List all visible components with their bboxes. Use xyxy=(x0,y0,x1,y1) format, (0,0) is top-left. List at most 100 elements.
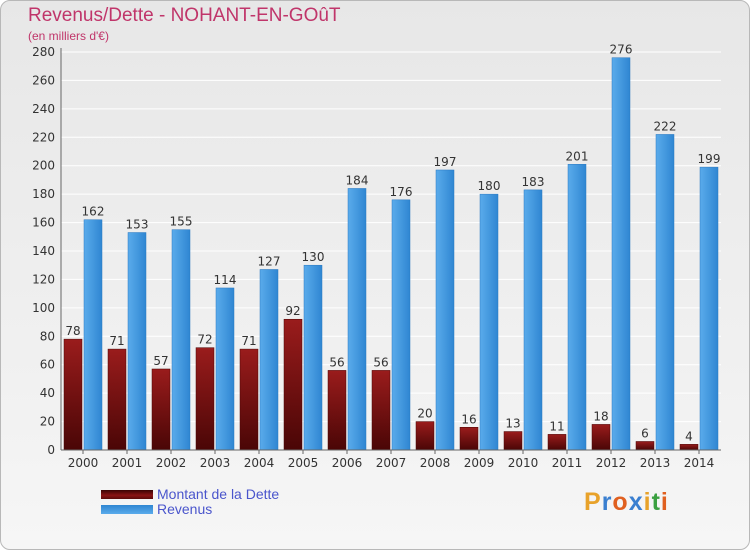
bar-dette-2000 xyxy=(63,338,83,451)
bar-dette-2012 xyxy=(591,424,611,451)
bar-dette-2009 xyxy=(459,427,479,451)
bar-dette-2008 xyxy=(415,421,435,451)
chart-subtitle: (en milliers d'€) xyxy=(28,29,109,43)
data-label-revenus-2006: 184 xyxy=(346,173,369,187)
y-tick-label: 200 xyxy=(32,159,55,173)
x-tick-label: 2014 xyxy=(684,456,715,470)
logo-letter: i xyxy=(660,488,669,516)
data-label-dette-2014: 4 xyxy=(685,429,693,443)
data-label-dette-2010: 13 xyxy=(505,417,520,431)
y-tick-label: 240 xyxy=(32,102,55,116)
y-tick-label: 260 xyxy=(32,73,55,87)
grid-layer xyxy=(61,51,721,451)
data-label-dette-2001: 71 xyxy=(109,334,124,348)
data-label-revenus-2014: 199 xyxy=(698,152,721,166)
data-label-revenus-2004: 127 xyxy=(258,254,281,268)
legend-swatch-dette xyxy=(101,490,153,499)
data-label-dette-2009: 16 xyxy=(461,412,476,426)
bar-revenus-2011 xyxy=(567,164,587,451)
x-tick-label: 2011 xyxy=(552,456,583,470)
x-tick-label: 2009 xyxy=(464,456,495,470)
x-tick-label: 2004 xyxy=(244,456,275,470)
logo-letter: t xyxy=(651,488,661,516)
x-tick-label: 2003 xyxy=(200,456,231,470)
data-label-revenus-2003: 114 xyxy=(214,273,237,287)
legend-swatch-revenus xyxy=(101,505,153,514)
data-label-dette-2002: 57 xyxy=(153,354,168,368)
y-tick-label: 0 xyxy=(47,443,55,457)
data-label-dette-2004: 71 xyxy=(241,334,256,348)
data-label-dette-2008: 20 xyxy=(417,407,432,421)
axis-layer: 0204060801001201401601802002202402602802… xyxy=(32,45,721,470)
bar-revenus-2003 xyxy=(215,287,235,451)
data-label-dette-2011: 11 xyxy=(549,419,564,433)
data-label-revenus-2009: 180 xyxy=(478,179,501,193)
x-tick-label: 2008 xyxy=(420,456,451,470)
logo-letter: r xyxy=(601,488,613,516)
bar-dette-2011 xyxy=(547,434,567,451)
bar-revenus-2008 xyxy=(435,169,455,451)
y-tick-label: 40 xyxy=(40,386,55,400)
logo-letter: x xyxy=(628,488,644,516)
data-label-revenus-2005: 130 xyxy=(302,250,325,264)
bar-dette-2001 xyxy=(107,348,127,451)
y-tick-label: 280 xyxy=(32,45,55,59)
data-label-revenus-2001: 153 xyxy=(126,218,149,232)
chart-title: Revenus/Dette - NOHANT-EN-GOûT xyxy=(28,5,341,26)
data-label-dette-2006: 56 xyxy=(329,355,344,369)
x-tick-label: 2010 xyxy=(508,456,539,470)
y-tick-label: 140 xyxy=(32,244,55,258)
logo-letter: P xyxy=(584,488,602,516)
y-tick-label: 60 xyxy=(40,358,55,372)
bar-revenus-2005 xyxy=(303,264,323,451)
y-tick-label: 120 xyxy=(32,272,55,286)
x-tick-label: 2001 xyxy=(112,456,143,470)
y-tick-label: 20 xyxy=(40,415,55,429)
x-tick-label: 2012 xyxy=(596,456,627,470)
bar-revenus-2006 xyxy=(347,188,367,451)
proxiti-logo: Proxiti xyxy=(584,488,669,517)
x-tick-label: 2002 xyxy=(156,456,187,470)
logo-letter: o xyxy=(612,488,629,516)
data-label-dette-2012: 18 xyxy=(593,409,608,423)
x-tick-label: 2006 xyxy=(332,456,363,470)
x-tick-label: 2007 xyxy=(376,456,407,470)
data-label-revenus-2011: 201 xyxy=(566,149,589,163)
x-tick-label: 2005 xyxy=(288,456,319,470)
bar-dette-2005 xyxy=(283,318,303,451)
y-tick-label: 160 xyxy=(32,216,55,230)
bar-dette-2004 xyxy=(239,348,259,451)
bar-revenus-2014 xyxy=(699,166,719,451)
data-label-dette-2000: 78 xyxy=(65,324,80,338)
bar-dette-2014 xyxy=(679,444,699,451)
bar-dette-2007 xyxy=(371,370,391,451)
y-tick-label: 100 xyxy=(32,301,55,315)
bar-dette-2006 xyxy=(327,370,347,451)
legend-label-dette: Montant de la Dette xyxy=(157,486,280,502)
bar-revenus-2002 xyxy=(171,229,191,451)
bar-revenus-2001 xyxy=(127,232,147,451)
data-label-revenus-2010: 183 xyxy=(522,175,545,189)
bar-dette-2013 xyxy=(635,441,655,451)
x-tick-label: 2013 xyxy=(640,456,671,470)
data-label-revenus-2000: 162 xyxy=(82,205,105,219)
y-tick-label: 220 xyxy=(32,130,55,144)
y-tick-label: 180 xyxy=(32,187,55,201)
data-label-dette-2007: 56 xyxy=(373,355,388,369)
data-label-revenus-2002: 155 xyxy=(170,215,193,229)
data-label-revenus-2008: 197 xyxy=(434,155,457,169)
data-label-dette-2003: 72 xyxy=(197,333,212,347)
bar-revenus-2004 xyxy=(259,269,279,451)
bar-revenus-2012 xyxy=(611,57,631,451)
bar-dette-2003 xyxy=(195,347,215,451)
bar-dette-2002 xyxy=(151,368,171,451)
bar-revenus-2009 xyxy=(479,193,499,451)
logo-letter: i xyxy=(643,488,652,516)
bar-revenus-2000 xyxy=(83,219,103,451)
legend-label-revenus: Revenus xyxy=(157,501,213,517)
data-label-revenus-2013: 222 xyxy=(654,119,677,133)
data-label-revenus-2012: 276 xyxy=(610,43,633,57)
x-tick-label: 2000 xyxy=(68,456,99,470)
